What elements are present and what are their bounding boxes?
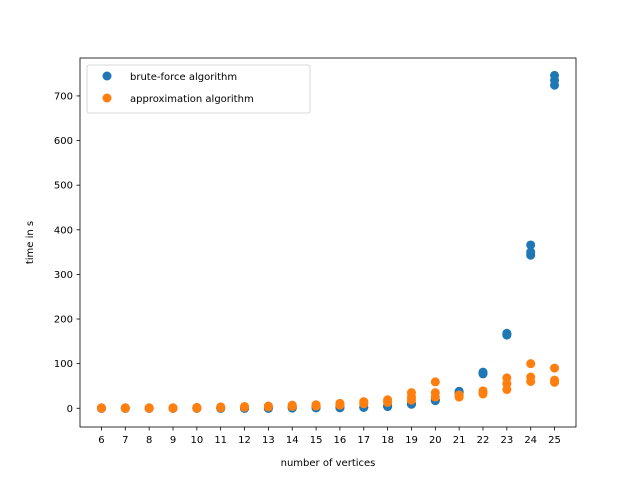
x-tick-label: 24 xyxy=(524,435,537,446)
legend-label-approximation: approximation algorithm xyxy=(130,94,254,105)
data-point xyxy=(335,398,345,408)
y-tick-label: 100 xyxy=(54,359,73,370)
legend-box xyxy=(86,64,311,114)
x-tick-label: 14 xyxy=(286,435,299,446)
data-point xyxy=(168,403,178,413)
x-axis: 6 7 8 9 10 11 12 13 14 15 16 17 18 19 20 21 22 23 24 25 xyxy=(98,427,561,446)
data-point xyxy=(526,359,536,369)
x-tick-label: 21 xyxy=(453,435,466,446)
data-point xyxy=(96,403,106,413)
data-point xyxy=(502,328,512,338)
data-point xyxy=(478,367,488,377)
x-tick-label: 6 xyxy=(98,435,104,446)
y-tick-label: 0 xyxy=(67,404,73,415)
y-tick-label: 700 xyxy=(54,91,73,102)
data-point xyxy=(359,397,369,407)
data-point xyxy=(430,388,440,398)
x-axis-label: number of vertices xyxy=(281,458,376,469)
data-point xyxy=(478,386,488,396)
data-point xyxy=(526,247,536,257)
x-tick-label: 11 xyxy=(214,435,227,446)
x-tick-label: 19 xyxy=(405,435,418,446)
x-tick-label: 18 xyxy=(381,435,394,446)
x-tick-label: 9 xyxy=(170,435,176,446)
data-point xyxy=(311,400,321,410)
data-point xyxy=(454,390,464,400)
plot-frame xyxy=(79,57,577,428)
y-tick-label: 400 xyxy=(54,225,73,236)
x-tick-label: 23 xyxy=(500,435,513,446)
data-point xyxy=(406,388,416,398)
series-1 xyxy=(96,359,560,413)
x-tick-label: 12 xyxy=(238,435,251,446)
y-tick-label: 300 xyxy=(54,270,73,281)
x-tick-label: 10 xyxy=(190,435,203,446)
legend-marker-brute-force xyxy=(102,71,112,81)
y-axis: 0 100 200 300 400 500 600 700 xyxy=(54,91,80,415)
legend-label-brute-force: brute-force algorithm xyxy=(130,72,237,83)
legend: brute-force algorithm approximation algo… xyxy=(86,64,311,114)
x-tick-label: 25 xyxy=(548,435,561,446)
data-point xyxy=(550,363,560,373)
data-point xyxy=(526,240,536,250)
legend-marker-approximation xyxy=(102,93,112,103)
y-tick-label: 600 xyxy=(54,136,73,147)
y-tick-label: 500 xyxy=(54,181,73,192)
data-point xyxy=(120,403,130,413)
data-point xyxy=(430,377,440,387)
data-point xyxy=(216,402,226,412)
data-point xyxy=(526,372,536,382)
data-point xyxy=(192,402,202,412)
data-point xyxy=(550,375,560,385)
data-point xyxy=(240,401,250,411)
x-tick-label: 16 xyxy=(334,435,347,446)
y-tick-label: 200 xyxy=(54,315,73,326)
plot-points xyxy=(96,70,560,413)
data-point xyxy=(144,403,154,413)
data-point xyxy=(550,70,560,80)
y-axis-label: time in s xyxy=(25,221,36,264)
x-tick-label: 15 xyxy=(310,435,323,446)
x-tick-label: 17 xyxy=(357,435,370,446)
x-tick-label: 13 xyxy=(262,435,275,446)
x-tick-label: 7 xyxy=(122,435,128,446)
data-point xyxy=(383,395,393,405)
data-point xyxy=(263,401,273,411)
x-tick-label: 8 xyxy=(146,435,152,446)
x-tick-label: 20 xyxy=(429,435,442,446)
x-tick-label: 22 xyxy=(477,435,490,446)
data-point xyxy=(287,400,297,410)
data-point xyxy=(502,373,512,383)
